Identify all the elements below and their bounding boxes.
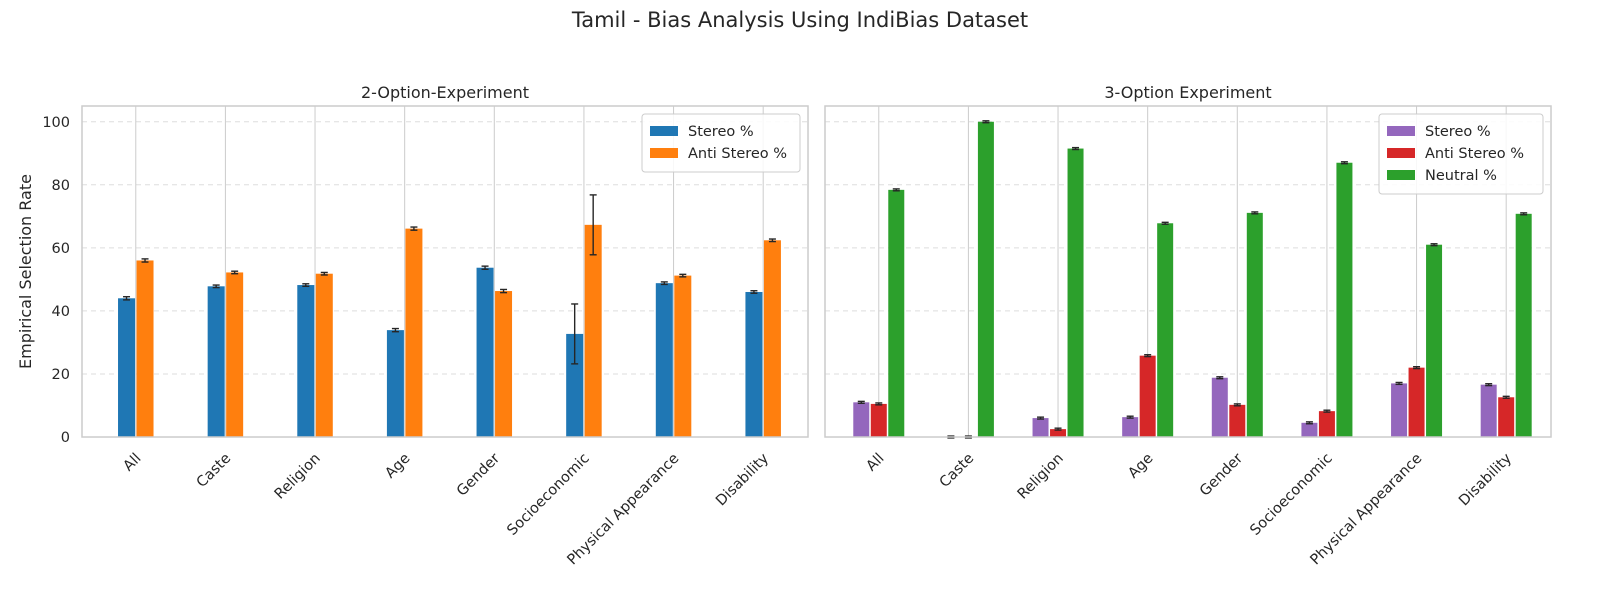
y-tick-label: 60 — [52, 241, 70, 257]
bar — [870, 403, 887, 437]
x-tick-label: Religion — [272, 451, 324, 503]
bar — [1408, 367, 1425, 437]
bar — [405, 228, 423, 437]
bar — [1157, 223, 1174, 437]
bar — [118, 298, 136, 437]
legend-label: Stereo % — [688, 124, 754, 140]
panel-2: 3-Option Experiment All Caste Religion Age Ge… — [824, 83, 1552, 568]
legend-box — [641, 113, 801, 173]
bar — [386, 330, 404, 437]
bar — [674, 275, 692, 437]
bar — [1050, 429, 1067, 437]
bar — [1498, 397, 1515, 437]
legend-label: Anti Stereo % — [688, 146, 787, 162]
axes-frame — [824, 105, 1552, 438]
legend-swatch — [1387, 126, 1415, 136]
bar — [1426, 244, 1443, 437]
bar — [476, 267, 494, 437]
bar — [207, 286, 225, 437]
x-tick-label: Age — [382, 450, 413, 481]
legend-swatch — [1387, 170, 1415, 180]
bar — [297, 285, 315, 437]
bar — [226, 272, 244, 437]
y-axis-label: Empirical Selection Rate — [16, 174, 35, 369]
panel-1: 2-Option-Experiment 0 20 40 60 80 100 Empirical… — [16, 83, 809, 568]
legend-swatch — [1387, 148, 1415, 158]
x-tick-label: Disability — [713, 450, 772, 509]
bar — [1318, 411, 1335, 437]
y-tick-label: 40 — [52, 304, 70, 320]
legend-label: Stereo % — [1425, 124, 1491, 140]
bar — [495, 291, 513, 437]
bar — [1480, 384, 1497, 437]
legend: Stereo % Anti Stereo % Neutral % — [1378, 113, 1544, 195]
bar — [1139, 355, 1156, 437]
x-tick-label: Gender — [454, 450, 503, 499]
axes-frame — [81, 105, 809, 438]
bar — [1336, 162, 1353, 437]
bar — [1246, 212, 1263, 437]
bar — [1301, 422, 1318, 437]
x-tick-label: Caste — [194, 450, 234, 490]
legend-label: Anti Stereo % — [1425, 146, 1524, 162]
y-tick-label: 20 — [52, 367, 70, 383]
bar — [745, 291, 763, 437]
x-tick-label: Socioeconomic — [504, 451, 592, 539]
panel-title: 2-Option-Experiment — [361, 83, 529, 102]
legend: Stereo % Anti Stereo % — [641, 113, 801, 173]
x-tick-label: Gender — [1197, 450, 1246, 499]
legend-box — [1378, 113, 1544, 195]
figure-title: Tamil - Bias Analysis Using IndiBias Dat… — [571, 8, 1029, 32]
panel-title: 3-Option Experiment — [1104, 83, 1271, 102]
x-tick-label: Age — [1125, 450, 1156, 481]
bar — [1391, 383, 1408, 437]
x-tick-label: All — [864, 451, 888, 475]
y-tick-label: 100 — [42, 115, 70, 131]
bar — [136, 260, 154, 437]
bar — [763, 240, 781, 437]
bar — [1122, 417, 1139, 437]
y-tick-label: 80 — [52, 178, 70, 194]
x-tick-label: Caste — [937, 450, 977, 490]
x-tick-label: All — [121, 451, 145, 475]
legend-swatch — [650, 148, 678, 158]
y-tick-label: 0 — [61, 430, 70, 446]
bar — [977, 121, 994, 437]
bar — [315, 273, 333, 437]
bar — [1229, 404, 1246, 437]
bar — [888, 189, 905, 437]
bar — [655, 283, 673, 437]
bar — [1211, 377, 1228, 437]
bar — [584, 224, 602, 437]
bar — [853, 402, 870, 437]
bar — [1032, 418, 1049, 437]
bar — [1067, 148, 1084, 438]
x-tick-label: Disability — [1456, 450, 1515, 509]
x-tick-label: Socioeconomic — [1247, 451, 1335, 539]
legend-swatch — [650, 126, 678, 136]
bar — [566, 333, 584, 437]
x-tick-label: Religion — [1015, 451, 1067, 503]
bar — [1515, 213, 1532, 437]
legend-label: Neutral % — [1425, 168, 1497, 184]
